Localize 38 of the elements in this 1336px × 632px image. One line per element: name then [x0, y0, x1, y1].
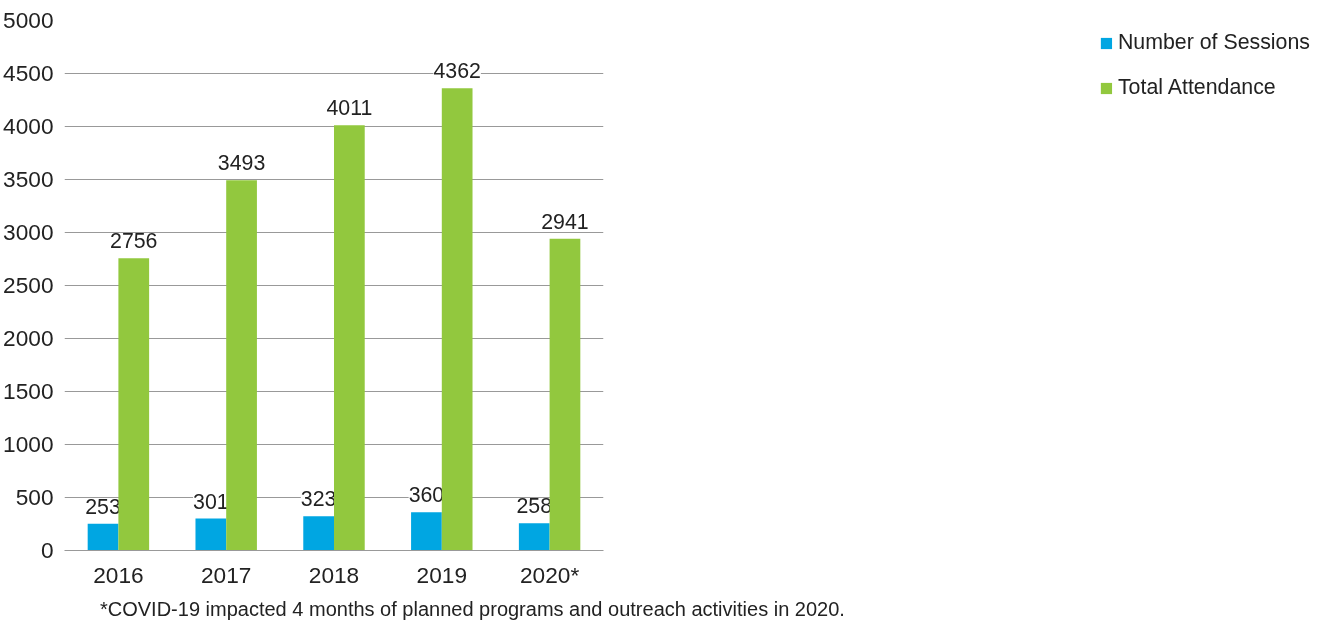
data-label: 3493 — [217, 151, 266, 176]
bar — [118, 258, 150, 551]
data-label: 258 — [516, 494, 553, 519]
data-label: 4011 — [326, 96, 373, 121]
data-label: 360 — [408, 483, 445, 508]
y-tick-label: 1000 — [3, 431, 54, 457]
bar — [226, 180, 257, 551]
bar — [87, 523, 119, 551]
y-tick-label: 3000 — [3, 219, 54, 245]
y-tick-label: 4000 — [3, 113, 54, 139]
data-label: 4362 — [433, 59, 481, 84]
y-tick-label: 4500 — [3, 60, 54, 86]
data-label: 323 — [300, 487, 337, 512]
y-tick-label: 3500 — [3, 166, 54, 192]
x-tick-label: 2020* — [519, 561, 580, 588]
bar — [518, 523, 550, 551]
x-tick-label: 2018 — [308, 561, 360, 588]
y-tick-label: 5000 — [3, 7, 54, 33]
bar — [303, 516, 334, 551]
x-tick-label: 2019 — [416, 561, 468, 588]
data-label: 2941 — [541, 209, 589, 234]
y-tick-label: 500 — [15, 484, 54, 510]
bar — [411, 512, 442, 551]
data-label: 2756 — [110, 229, 158, 254]
bar — [195, 518, 227, 551]
data-label: 253 — [85, 494, 121, 519]
y-tick-label: 2000 — [3, 325, 54, 351]
y-tick-label: 2500 — [3, 272, 54, 298]
y-tick-label: 1500 — [3, 378, 54, 404]
bar — [549, 238, 581, 551]
y-tick-label: 0 — [40, 537, 54, 563]
x-tick-label: 2017 — [201, 561, 252, 588]
x-tick-label: 2016 — [93, 561, 144, 588]
text: *COVID-19 impacted 4 months of planned programs and outreach activities in 2020. — [100, 597, 845, 622]
bar — [334, 125, 365, 551]
legend-label: Total Attendance — [1117, 75, 1276, 100]
bar — [441, 88, 473, 551]
legend-label: Number of Sessions — [1117, 30, 1310, 55]
